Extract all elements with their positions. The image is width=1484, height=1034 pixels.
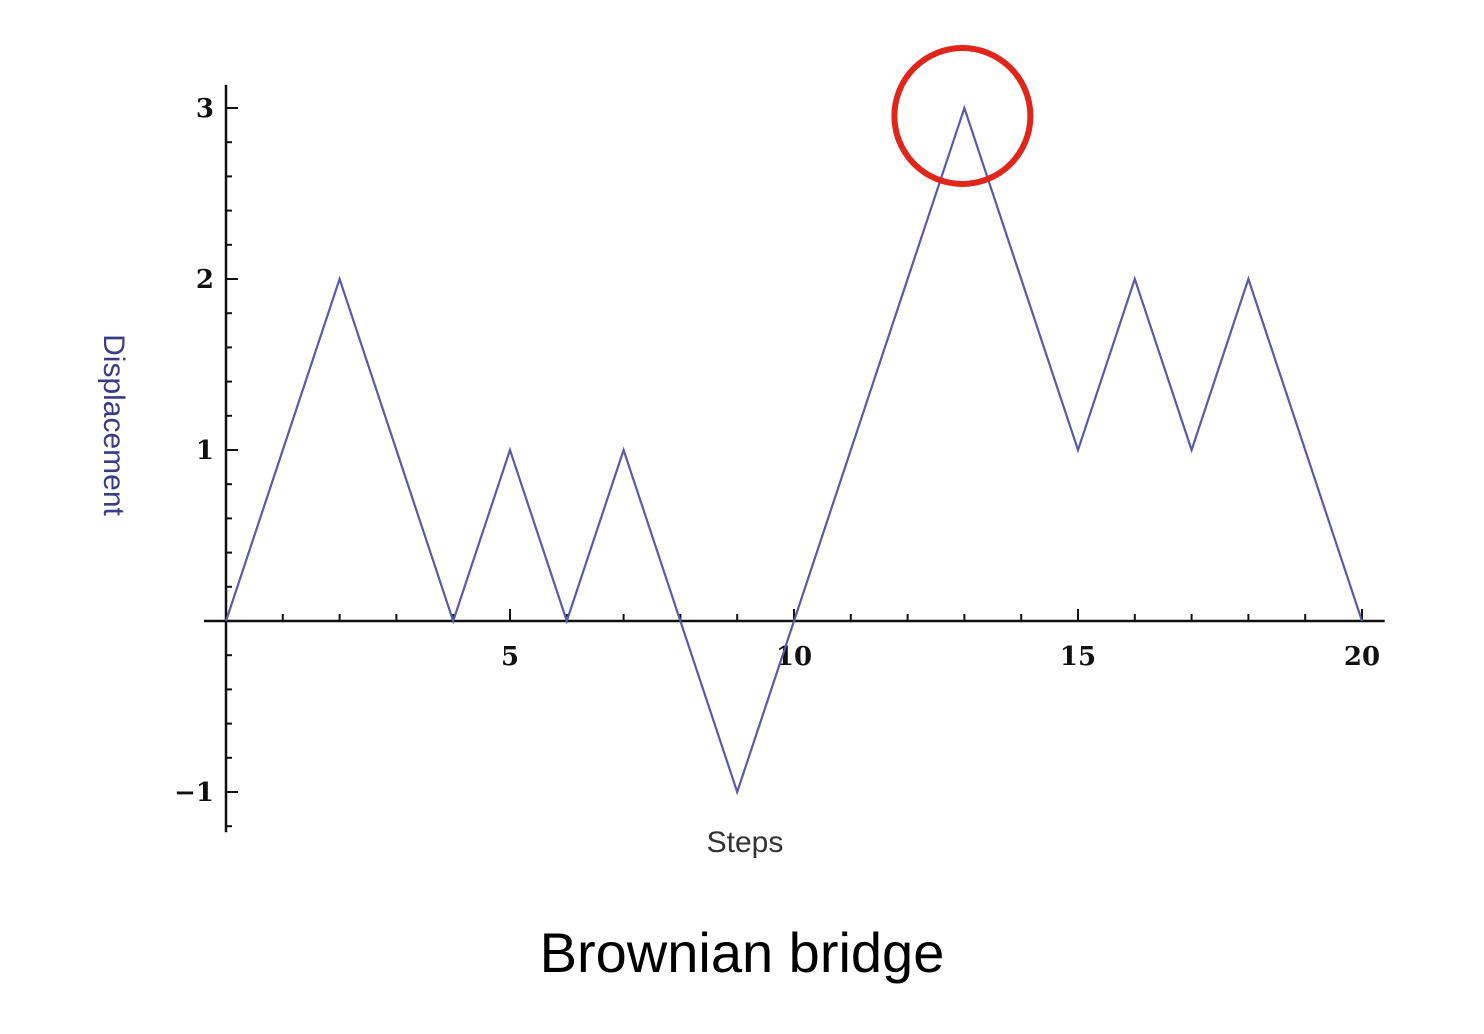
chart-annotations [891, 45, 1034, 187]
x-tick-label: 15 [1060, 642, 1096, 672]
y-axis-title: Displacement [97, 334, 130, 516]
x-tick-label: 20 [1344, 642, 1380, 672]
figure-caption: Brownian bridge [539, 921, 945, 984]
y-tick-label: 2 [196, 265, 214, 295]
highlight-circle [891, 45, 1034, 187]
series-line [224, 104, 1364, 796]
chart-ticks [226, 107, 1363, 828]
y-tick-label: −1 [174, 778, 214, 808]
chart-axes [204, 84, 1385, 833]
y-tick-label: 1 [196, 436, 214, 466]
chart-series-layer [224, 104, 1364, 796]
x-tick-label: 5 [501, 642, 519, 672]
y-tick-label: 3 [196, 94, 214, 124]
x-axis-title: Steps [707, 826, 784, 859]
